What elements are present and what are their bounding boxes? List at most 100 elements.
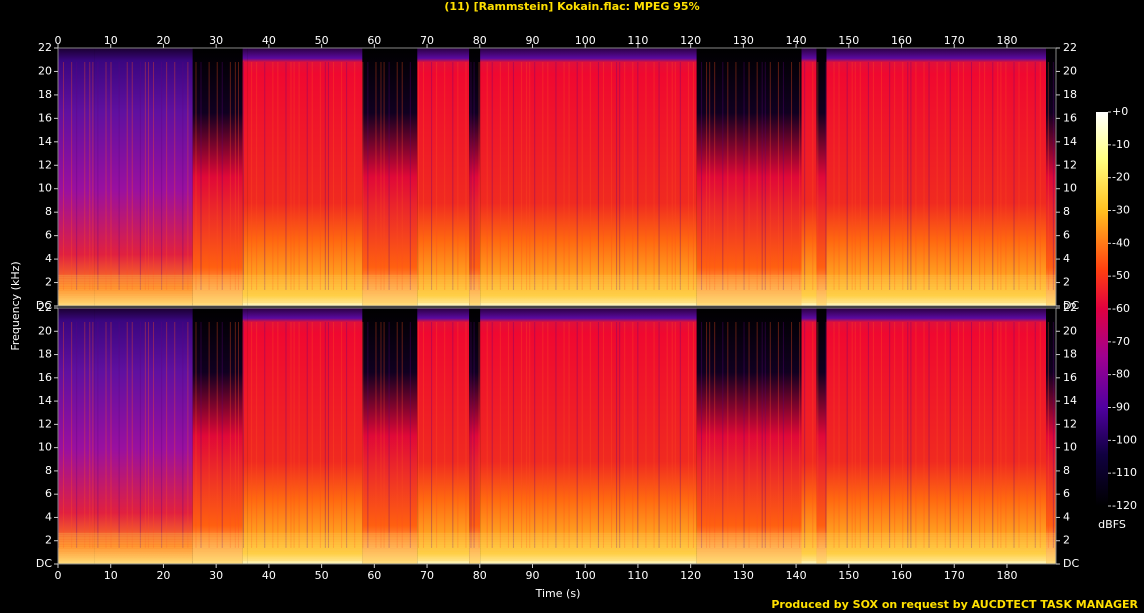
spectrogram-streak bbox=[804, 62, 806, 290]
x-tick-label: 90 bbox=[525, 569, 539, 582]
spectrogram-streak bbox=[1018, 322, 1020, 548]
spectrogram-streak bbox=[1013, 62, 1015, 290]
spectrogram-streak bbox=[465, 62, 467, 290]
spectrogram-streak bbox=[380, 62, 382, 290]
spectrogram-streak bbox=[436, 62, 438, 290]
spectrogram-streak bbox=[722, 62, 724, 290]
spectrogram-streak bbox=[817, 62, 819, 290]
spectrogram-streak bbox=[764, 62, 766, 290]
spectrogram-streak bbox=[645, 62, 647, 290]
x-tick-label: 140 bbox=[786, 34, 807, 47]
spectrogram-streak bbox=[354, 322, 356, 548]
spectrogram-streak bbox=[478, 62, 480, 290]
x-tick-label: 50 bbox=[315, 569, 329, 582]
spectrogram-streak bbox=[619, 62, 621, 290]
spectrogram-streak bbox=[962, 62, 964, 290]
spectrogram-streak bbox=[534, 62, 536, 290]
spectrogram-streak bbox=[380, 322, 382, 548]
spectrogram-streak bbox=[526, 322, 528, 548]
y-tick-label: 4 bbox=[1063, 510, 1070, 523]
spectrogram-streak bbox=[182, 62, 184, 290]
spectrogram-streak bbox=[327, 322, 329, 548]
y-tick-label: 16 bbox=[38, 371, 52, 384]
y-tick-label: 6 bbox=[45, 229, 52, 242]
colorbar-tick-label: +0 bbox=[1112, 105, 1128, 118]
spectrogram-streak bbox=[1039, 322, 1041, 548]
spectrogram-streak bbox=[491, 62, 493, 290]
spectrogram-streak bbox=[799, 62, 801, 290]
y-tick-label: 18 bbox=[1063, 88, 1077, 101]
spectrogram-harmonic bbox=[58, 540, 1056, 542]
spectrogram-streak bbox=[327, 62, 329, 290]
spectrogram-harmonic bbox=[58, 289, 1056, 291]
spectrogram-streak bbox=[92, 62, 94, 290]
colorbar-tick-label: -70 bbox=[1112, 335, 1130, 348]
spectrogram-streak bbox=[131, 322, 133, 548]
spectrogram-streak bbox=[833, 322, 835, 548]
spectrogram-streak bbox=[1026, 62, 1028, 290]
spectrogram-streak bbox=[324, 62, 326, 290]
spectrogram-streak bbox=[637, 62, 639, 290]
spectrogram-streak bbox=[436, 322, 438, 548]
spectrogram-streak bbox=[251, 62, 253, 290]
spectrogram-streak bbox=[889, 322, 891, 548]
spectrogram-streak bbox=[97, 322, 99, 548]
spectrogram-streak bbox=[473, 62, 475, 290]
spectrogram-harmonic bbox=[58, 550, 1056, 552]
spectrogram-streak bbox=[992, 322, 994, 548]
spectrogram-streak bbox=[208, 322, 210, 548]
spectrogram-streak bbox=[706, 62, 708, 290]
y-tick-label: 8 bbox=[1063, 205, 1070, 218]
spectrogram-streak bbox=[229, 62, 231, 290]
spectrogram-harmonic bbox=[58, 298, 1056, 300]
spectrogram-streak bbox=[756, 62, 758, 290]
spectrogram-streak bbox=[971, 62, 973, 290]
spectrogram-streak bbox=[1026, 322, 1028, 548]
spectrogram-region bbox=[242, 308, 248, 564]
x-tick-label: 120 bbox=[680, 34, 701, 47]
spectrogram-streak bbox=[311, 62, 313, 290]
spectrogram-streak bbox=[290, 62, 292, 290]
spectrogram-streak bbox=[1034, 62, 1036, 290]
y-tick-label: 4 bbox=[45, 252, 52, 265]
spectrogram-streak bbox=[187, 322, 189, 548]
x-tick-label: 60 bbox=[367, 34, 381, 47]
y-tick-label: 22 bbox=[38, 301, 52, 314]
spectrogram-streak bbox=[401, 62, 403, 290]
spectrogram-streak bbox=[936, 322, 938, 548]
y-tick-label: 8 bbox=[45, 464, 52, 477]
spectrogram-harmonic bbox=[58, 548, 1056, 550]
x-tick-label: 60 bbox=[367, 569, 381, 582]
spectrogram-streak bbox=[859, 322, 861, 548]
spectrogram-streak bbox=[534, 322, 536, 548]
spectrogram-region bbox=[247, 308, 363, 564]
colorbar-tick-label: -80 bbox=[1112, 368, 1130, 381]
spectrogram-harmonic bbox=[58, 300, 1056, 302]
spectrogram-streak bbox=[894, 322, 896, 548]
spectrogram-streak bbox=[632, 62, 634, 290]
spectrogram-streak bbox=[979, 62, 981, 290]
spectrogram-streak bbox=[174, 62, 176, 290]
spectrogram-streak bbox=[727, 322, 729, 548]
spectrogram-streak bbox=[147, 322, 149, 548]
spectrogram-streak bbox=[161, 62, 163, 290]
spectrogram-streak bbox=[997, 62, 999, 290]
spectrogram-region bbox=[696, 48, 802, 306]
spectrogram-streak bbox=[611, 322, 613, 548]
spectrogram-streak bbox=[529, 62, 531, 290]
spectrogram-streak bbox=[92, 322, 94, 548]
spectrogram-streak bbox=[521, 322, 523, 548]
spectrogram-streak bbox=[928, 62, 930, 290]
spectrogram-streak bbox=[769, 62, 771, 290]
spectrogram-streak bbox=[997, 322, 999, 548]
spectrogram-streak bbox=[764, 322, 766, 548]
spectrogram-streak bbox=[881, 322, 883, 548]
y-tick-label: 8 bbox=[45, 205, 52, 218]
spectrogram-streak bbox=[799, 322, 801, 548]
spectrogram-streak bbox=[624, 62, 626, 290]
spectrogram-streak bbox=[616, 322, 618, 548]
x-tick-label: 70 bbox=[420, 569, 434, 582]
spectrogram-streak bbox=[1000, 62, 1002, 290]
spectrogram-streak bbox=[902, 322, 904, 548]
spectrogram-streak bbox=[298, 322, 300, 548]
